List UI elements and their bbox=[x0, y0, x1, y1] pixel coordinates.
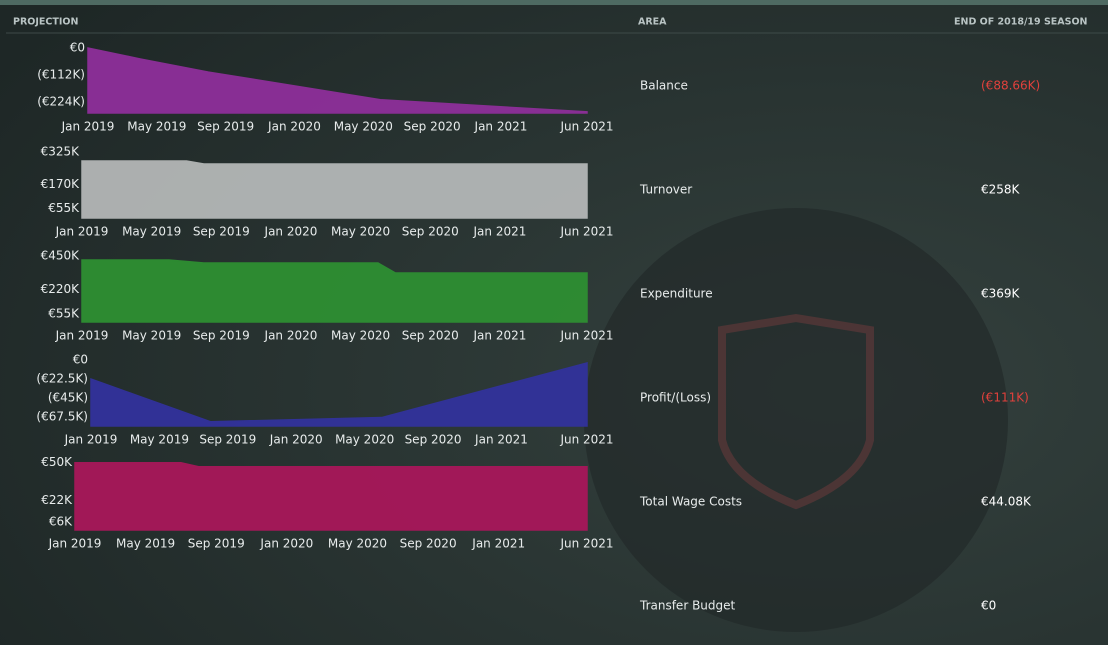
header-season: END OF 2018/19 SEASON bbox=[954, 17, 1088, 28]
y-tick-label: (€112K) bbox=[37, 67, 85, 81]
x-tick-label: May 2020 bbox=[331, 225, 390, 239]
x-tick-label: Jan 2019 bbox=[61, 120, 115, 134]
x-tick-label: May 2019 bbox=[122, 329, 181, 343]
x-tick-label: Jan 2020 bbox=[267, 120, 321, 134]
area-label: Expenditure bbox=[640, 287, 713, 301]
x-tick-label: Jun 2021 bbox=[559, 120, 613, 134]
x-tick-label: May 2020 bbox=[334, 120, 393, 134]
x-tick-label: Jan 2020 bbox=[259, 537, 313, 551]
x-tick-label: Jan 2021 bbox=[473, 329, 527, 343]
header-area: AREA bbox=[638, 17, 667, 28]
x-tick-label: Jan 2020 bbox=[264, 225, 318, 239]
x-tick-label: Jan 2021 bbox=[473, 225, 527, 239]
x-tick-label: Jun 2021 bbox=[559, 537, 613, 551]
badge bbox=[584, 208, 1008, 632]
area-label: Turnover bbox=[639, 183, 692, 197]
x-tick-label: Jan 2019 bbox=[55, 329, 109, 343]
x-tick-label: Jan 2021 bbox=[471, 537, 525, 551]
area-value: €44.08K bbox=[981, 495, 1032, 509]
area-label: Balance bbox=[640, 79, 688, 93]
x-tick-label: Sep 2019 bbox=[193, 225, 250, 239]
x-tick-label: Jan 2019 bbox=[64, 433, 118, 447]
area-label: Profit/(Loss) bbox=[640, 391, 711, 405]
area bbox=[81, 160, 588, 219]
area-value: €0 bbox=[981, 599, 996, 613]
area-value: €258K bbox=[981, 183, 1021, 197]
area bbox=[74, 461, 588, 531]
x-tick-label: Sep 2020 bbox=[402, 329, 459, 343]
y-tick-label: €55K bbox=[48, 201, 80, 215]
x-tick-label: Sep 2020 bbox=[404, 120, 461, 134]
y-tick-label: €0 bbox=[70, 41, 85, 55]
y-tick-label: €55K bbox=[48, 306, 80, 320]
area-label: Transfer Budget bbox=[639, 599, 736, 613]
y-tick-label: (€45K) bbox=[48, 391, 88, 405]
area-value: (€111K) bbox=[981, 391, 1029, 405]
y-tick-label: €0 bbox=[73, 353, 88, 367]
area-label: Total Wage Costs bbox=[639, 495, 742, 509]
x-tick-label: Sep 2019 bbox=[199, 433, 256, 447]
y-tick-label: (€22.5K) bbox=[36, 372, 88, 386]
area bbox=[81, 259, 588, 323]
x-tick-label: May 2019 bbox=[122, 225, 181, 239]
y-tick-label: €22K bbox=[41, 493, 73, 507]
y-tick-label: (€67.5K) bbox=[36, 410, 88, 424]
x-tick-label: Jan 2021 bbox=[474, 120, 528, 134]
x-tick-label: Sep 2019 bbox=[197, 120, 254, 134]
x-tick-label: May 2019 bbox=[116, 537, 175, 551]
y-tick-label: €325K bbox=[41, 145, 81, 159]
x-tick-label: May 2019 bbox=[127, 120, 186, 134]
x-tick-label: May 2019 bbox=[130, 433, 189, 447]
y-tick-label: (€224K) bbox=[37, 94, 85, 108]
x-tick-label: May 2020 bbox=[331, 329, 390, 343]
x-tick-label: Sep 2020 bbox=[405, 433, 462, 447]
y-tick-label: €170K bbox=[41, 177, 81, 191]
top-strip bbox=[0, 0, 1108, 5]
badge-shield bbox=[718, 313, 874, 510]
area-value: €369K bbox=[981, 287, 1021, 301]
x-tick-label: Sep 2020 bbox=[400, 537, 457, 551]
y-tick-label: €220K bbox=[41, 282, 81, 296]
x-tick-label: May 2020 bbox=[335, 433, 394, 447]
area-value: (€88.66K) bbox=[981, 79, 1040, 93]
x-tick-label: Jun 2021 bbox=[559, 433, 613, 447]
x-tick-label: Jan 2019 bbox=[55, 225, 109, 239]
x-tick-label: Jun 2021 bbox=[559, 329, 613, 343]
x-tick-label: Sep 2019 bbox=[193, 329, 250, 343]
x-tick-label: Jan 2021 bbox=[474, 433, 528, 447]
x-tick-label: Sep 2019 bbox=[188, 537, 245, 551]
y-tick-label: €6K bbox=[49, 514, 73, 528]
x-tick-label: May 2020 bbox=[328, 537, 387, 551]
x-tick-label: Sep 2020 bbox=[402, 225, 459, 239]
y-tick-label: €50K bbox=[41, 455, 73, 469]
x-tick-label: Jan 2020 bbox=[264, 329, 318, 343]
y-tick-label: €450K bbox=[41, 249, 81, 263]
header-projection: PROJECTION bbox=[13, 17, 78, 28]
area bbox=[87, 47, 588, 114]
x-tick-label: Jan 2020 bbox=[269, 433, 323, 447]
x-tick-label: Jan 2019 bbox=[48, 537, 102, 551]
area bbox=[90, 361, 588, 427]
x-tick-label: Jun 2021 bbox=[559, 225, 613, 239]
